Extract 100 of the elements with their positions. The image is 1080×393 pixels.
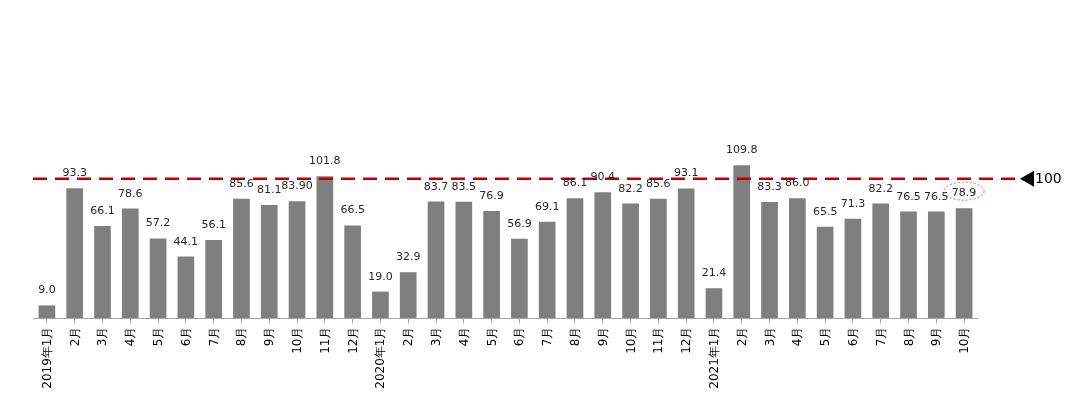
bar	[511, 238, 528, 318]
x-tick-label: 4月	[123, 326, 138, 347]
bar	[205, 239, 222, 318]
data-label: 71.3	[840, 196, 866, 210]
bar	[650, 198, 667, 318]
data-label: 93.1	[673, 166, 699, 180]
bar	[427, 201, 445, 318]
x-tick-label: 9月	[595, 326, 610, 347]
data-label: 65.5	[812, 204, 838, 218]
ref-line-label: 100	[1035, 169, 1062, 186]
bar	[594, 192, 612, 318]
data-label: 86.1	[562, 176, 588, 190]
bar	[761, 202, 778, 318]
data-label: 44.1	[173, 234, 199, 248]
bar	[566, 198, 584, 318]
bar	[38, 305, 56, 318]
bar	[66, 188, 84, 318]
data-label: 76.9	[479, 188, 504, 202]
bar	[872, 203, 890, 318]
data-label: 101.8	[309, 154, 341, 168]
bar	[177, 256, 195, 318]
x-tick-label: 8月	[567, 326, 582, 347]
data-label: 85.6	[646, 176, 671, 190]
bar	[538, 221, 556, 318]
x-tick-label: 9月	[262, 326, 277, 347]
data-label: 83.7	[423, 179, 449, 193]
x-tick-label: 7月	[206, 326, 221, 347]
bar	[622, 203, 639, 318]
x-tick-label: 2021年1月	[706, 326, 721, 389]
bar	[149, 238, 167, 318]
bar	[816, 226, 834, 318]
x-tick-label: 4月	[790, 326, 805, 347]
data-label: 81.1	[257, 183, 282, 197]
bar	[927, 211, 945, 318]
x-tick-label: 5月	[818, 326, 833, 347]
x-tick-label: 5月	[484, 326, 499, 347]
bar	[288, 201, 306, 318]
data-label: 9.0	[38, 283, 56, 297]
data-label: 66.1	[90, 204, 115, 217]
x-tick-label: 3月	[429, 326, 444, 347]
data-label: 76.5	[924, 189, 949, 203]
x-tick-label: 7月	[540, 326, 555, 347]
x-tick-label: 10月	[623, 326, 638, 354]
data-label: 19.0	[368, 269, 393, 283]
x-tick-label: 12月	[345, 326, 360, 354]
bar	[316, 176, 334, 318]
data-label: 76.5	[896, 189, 921, 203]
bar	[372, 291, 389, 318]
x-tick-label: 7月	[873, 326, 888, 347]
x-tick-label: 6月	[512, 326, 527, 347]
data-label: 21.4	[701, 266, 727, 280]
bar	[233, 198, 250, 318]
bar	[789, 198, 806, 318]
bar	[94, 226, 111, 318]
data-label: 82.2	[868, 181, 893, 195]
data-label: 85.6	[229, 176, 254, 190]
bar	[344, 225, 361, 318]
data-label: 56.1	[201, 217, 226, 231]
x-tick-label: 2月	[67, 326, 82, 347]
x-tick-label: 2月	[734, 326, 749, 347]
bar	[844, 218, 862, 318]
bar	[733, 165, 751, 318]
x-tick-label: 10月	[957, 326, 972, 354]
x-tick-label: 6月	[178, 326, 193, 347]
x-tick-label: 3月	[95, 326, 110, 347]
x-tick-label: 2月	[401, 326, 416, 347]
x-tick-label: 2020年1月	[373, 326, 388, 389]
data-label: 32.9	[395, 250, 421, 264]
data-label: 82.2	[618, 181, 643, 195]
x-tick-label: 2019年1月	[39, 326, 54, 389]
data-label: 93.3	[62, 166, 87, 180]
bar	[900, 211, 917, 318]
data-label: 83.5	[451, 179, 477, 193]
x-tick-label: 8月	[234, 326, 249, 347]
data-label: 83.3	[757, 180, 782, 194]
x-tick-label: 5月	[151, 326, 166, 347]
bar	[121, 208, 139, 318]
bar	[260, 205, 278, 318]
bar	[399, 272, 417, 318]
x-tick-label: 8月	[901, 326, 916, 347]
bar	[455, 201, 473, 318]
data-label: 83.90	[281, 179, 313, 193]
bar	[677, 188, 695, 318]
data-label: 109.8	[726, 143, 758, 157]
data-label: 69.1	[534, 199, 560, 213]
x-tick-label: 9月	[929, 326, 944, 347]
x-tick-label: 11月	[317, 326, 332, 354]
x-tick-label: 11月	[651, 326, 666, 354]
data-label: 56.9	[507, 216, 532, 230]
data-label: 57.2	[145, 216, 171, 230]
data-label: 86.0	[785, 176, 810, 190]
x-tick-label: 4月	[456, 326, 471, 347]
data-label: 78.9	[951, 186, 977, 200]
x-tick-label: 10月	[290, 326, 305, 354]
x-tick-label: 6月	[845, 326, 860, 347]
bar	[483, 210, 500, 318]
data-label: 78.6	[118, 186, 143, 200]
bar	[955, 208, 973, 318]
x-tick-label: 12月	[679, 326, 694, 354]
bar	[705, 288, 723, 318]
